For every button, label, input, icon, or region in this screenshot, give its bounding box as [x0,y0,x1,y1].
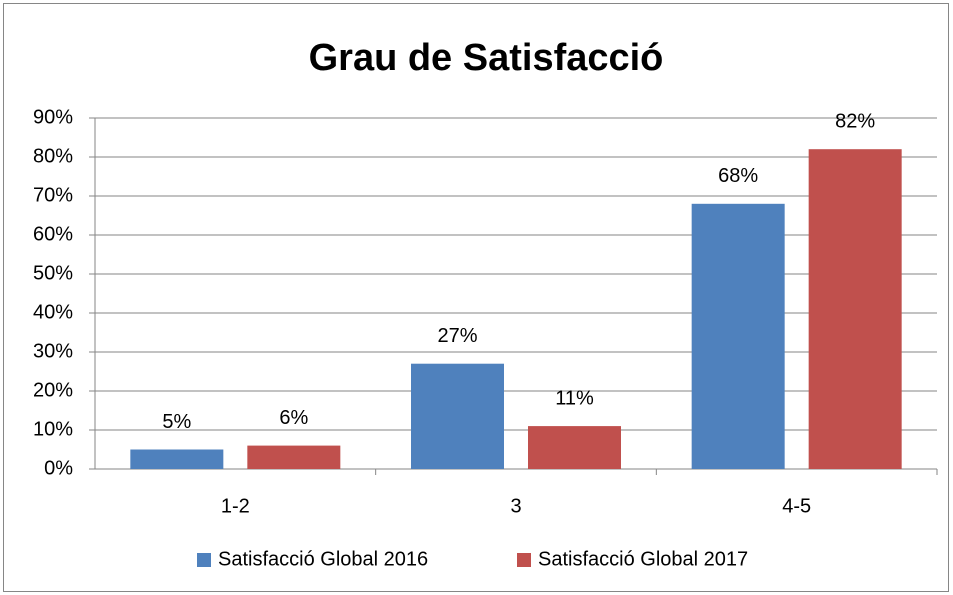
legend-swatch [197,553,211,567]
x-tick-label: 4-5 [782,495,811,517]
legend-label: Satisfacció Global 2017 [538,548,748,570]
y-tick-label: 30% [33,340,73,362]
y-tick-label: 70% [33,184,73,206]
bar [528,426,621,469]
x-tick-label: 1-2 [221,495,250,517]
bar [247,445,341,469]
data-label: 82% [835,110,875,132]
legend-swatch [517,553,531,567]
data-label: 27% [437,325,477,347]
bar [691,203,785,470]
y-tick-label: 0% [44,457,73,479]
bar [411,363,504,469]
y-tick-label: 50% [33,262,73,284]
y-tick-label: 20% [33,379,73,401]
data-label: 68% [718,165,758,187]
chart-title: Grau de Satisfacció [309,37,664,79]
data-label: 6% [279,407,308,429]
y-tick-label: 90% [33,106,73,128]
data-label: 11% [555,387,594,409]
y-tick-label: 40% [33,301,73,323]
bar [130,449,224,469]
x-tick-label: 3 [510,495,521,517]
data-label: 5% [162,411,191,433]
y-tick-label: 80% [33,145,73,167]
y-tick-label: 10% [33,418,73,440]
legend-label: Satisfacció Global 2016 [218,548,428,570]
bar [808,149,902,469]
chart-border [3,3,949,592]
y-tick-label: 60% [33,223,73,245]
